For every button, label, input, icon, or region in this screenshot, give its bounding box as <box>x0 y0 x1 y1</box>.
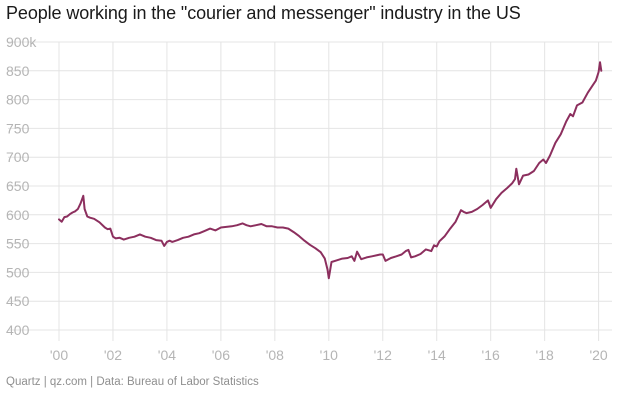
y-tick-label: 550 <box>6 236 30 252</box>
y-tick-label: 600 <box>6 207 30 223</box>
source-credit: Quartz | qz.com | Data: Bureau of Labor … <box>6 376 259 388</box>
y-tick-label: 850 <box>6 63 30 79</box>
x-tick-label: '04 <box>158 347 176 363</box>
y-gridlines <box>8 41 612 331</box>
series-line <box>58 61 603 280</box>
x-tick-label: '14 <box>428 347 446 363</box>
y-tick-label: 700 <box>6 149 30 165</box>
x-tick-label: '02 <box>104 347 122 363</box>
x-tick-label: '16 <box>482 347 500 363</box>
y-tick-label: 800 <box>6 92 30 108</box>
x-tick-label: '10 <box>320 347 338 363</box>
y-tick-label: 500 <box>6 264 30 280</box>
x-tick-label: '18 <box>536 347 554 363</box>
y-tick-label: 900k <box>6 34 37 50</box>
x-tick-label: '00 <box>50 347 68 363</box>
chart-title: People working in the "courier and messe… <box>6 3 521 23</box>
x-tick-label: '12 <box>374 347 392 363</box>
x-tick-label: '08 <box>266 347 284 363</box>
y-tick-label: 450 <box>6 293 30 309</box>
y-tick-labels: 900k 850 800 750 700 650 600 550 500 450 400 <box>6 34 37 338</box>
x-tick-label: '06 <box>212 347 230 363</box>
y-tick-label: 750 <box>6 120 30 136</box>
series-group <box>58 61 603 280</box>
x-gridlines <box>58 42 600 341</box>
y-tick-label: 650 <box>6 178 30 194</box>
x-tick-label: '20 <box>589 347 607 363</box>
y-tick-label: 400 <box>6 322 30 338</box>
x-tick-labels: '00 '02 '04 '06 '08 '10 '12 '14 '16 '18 '20 <box>50 347 608 363</box>
